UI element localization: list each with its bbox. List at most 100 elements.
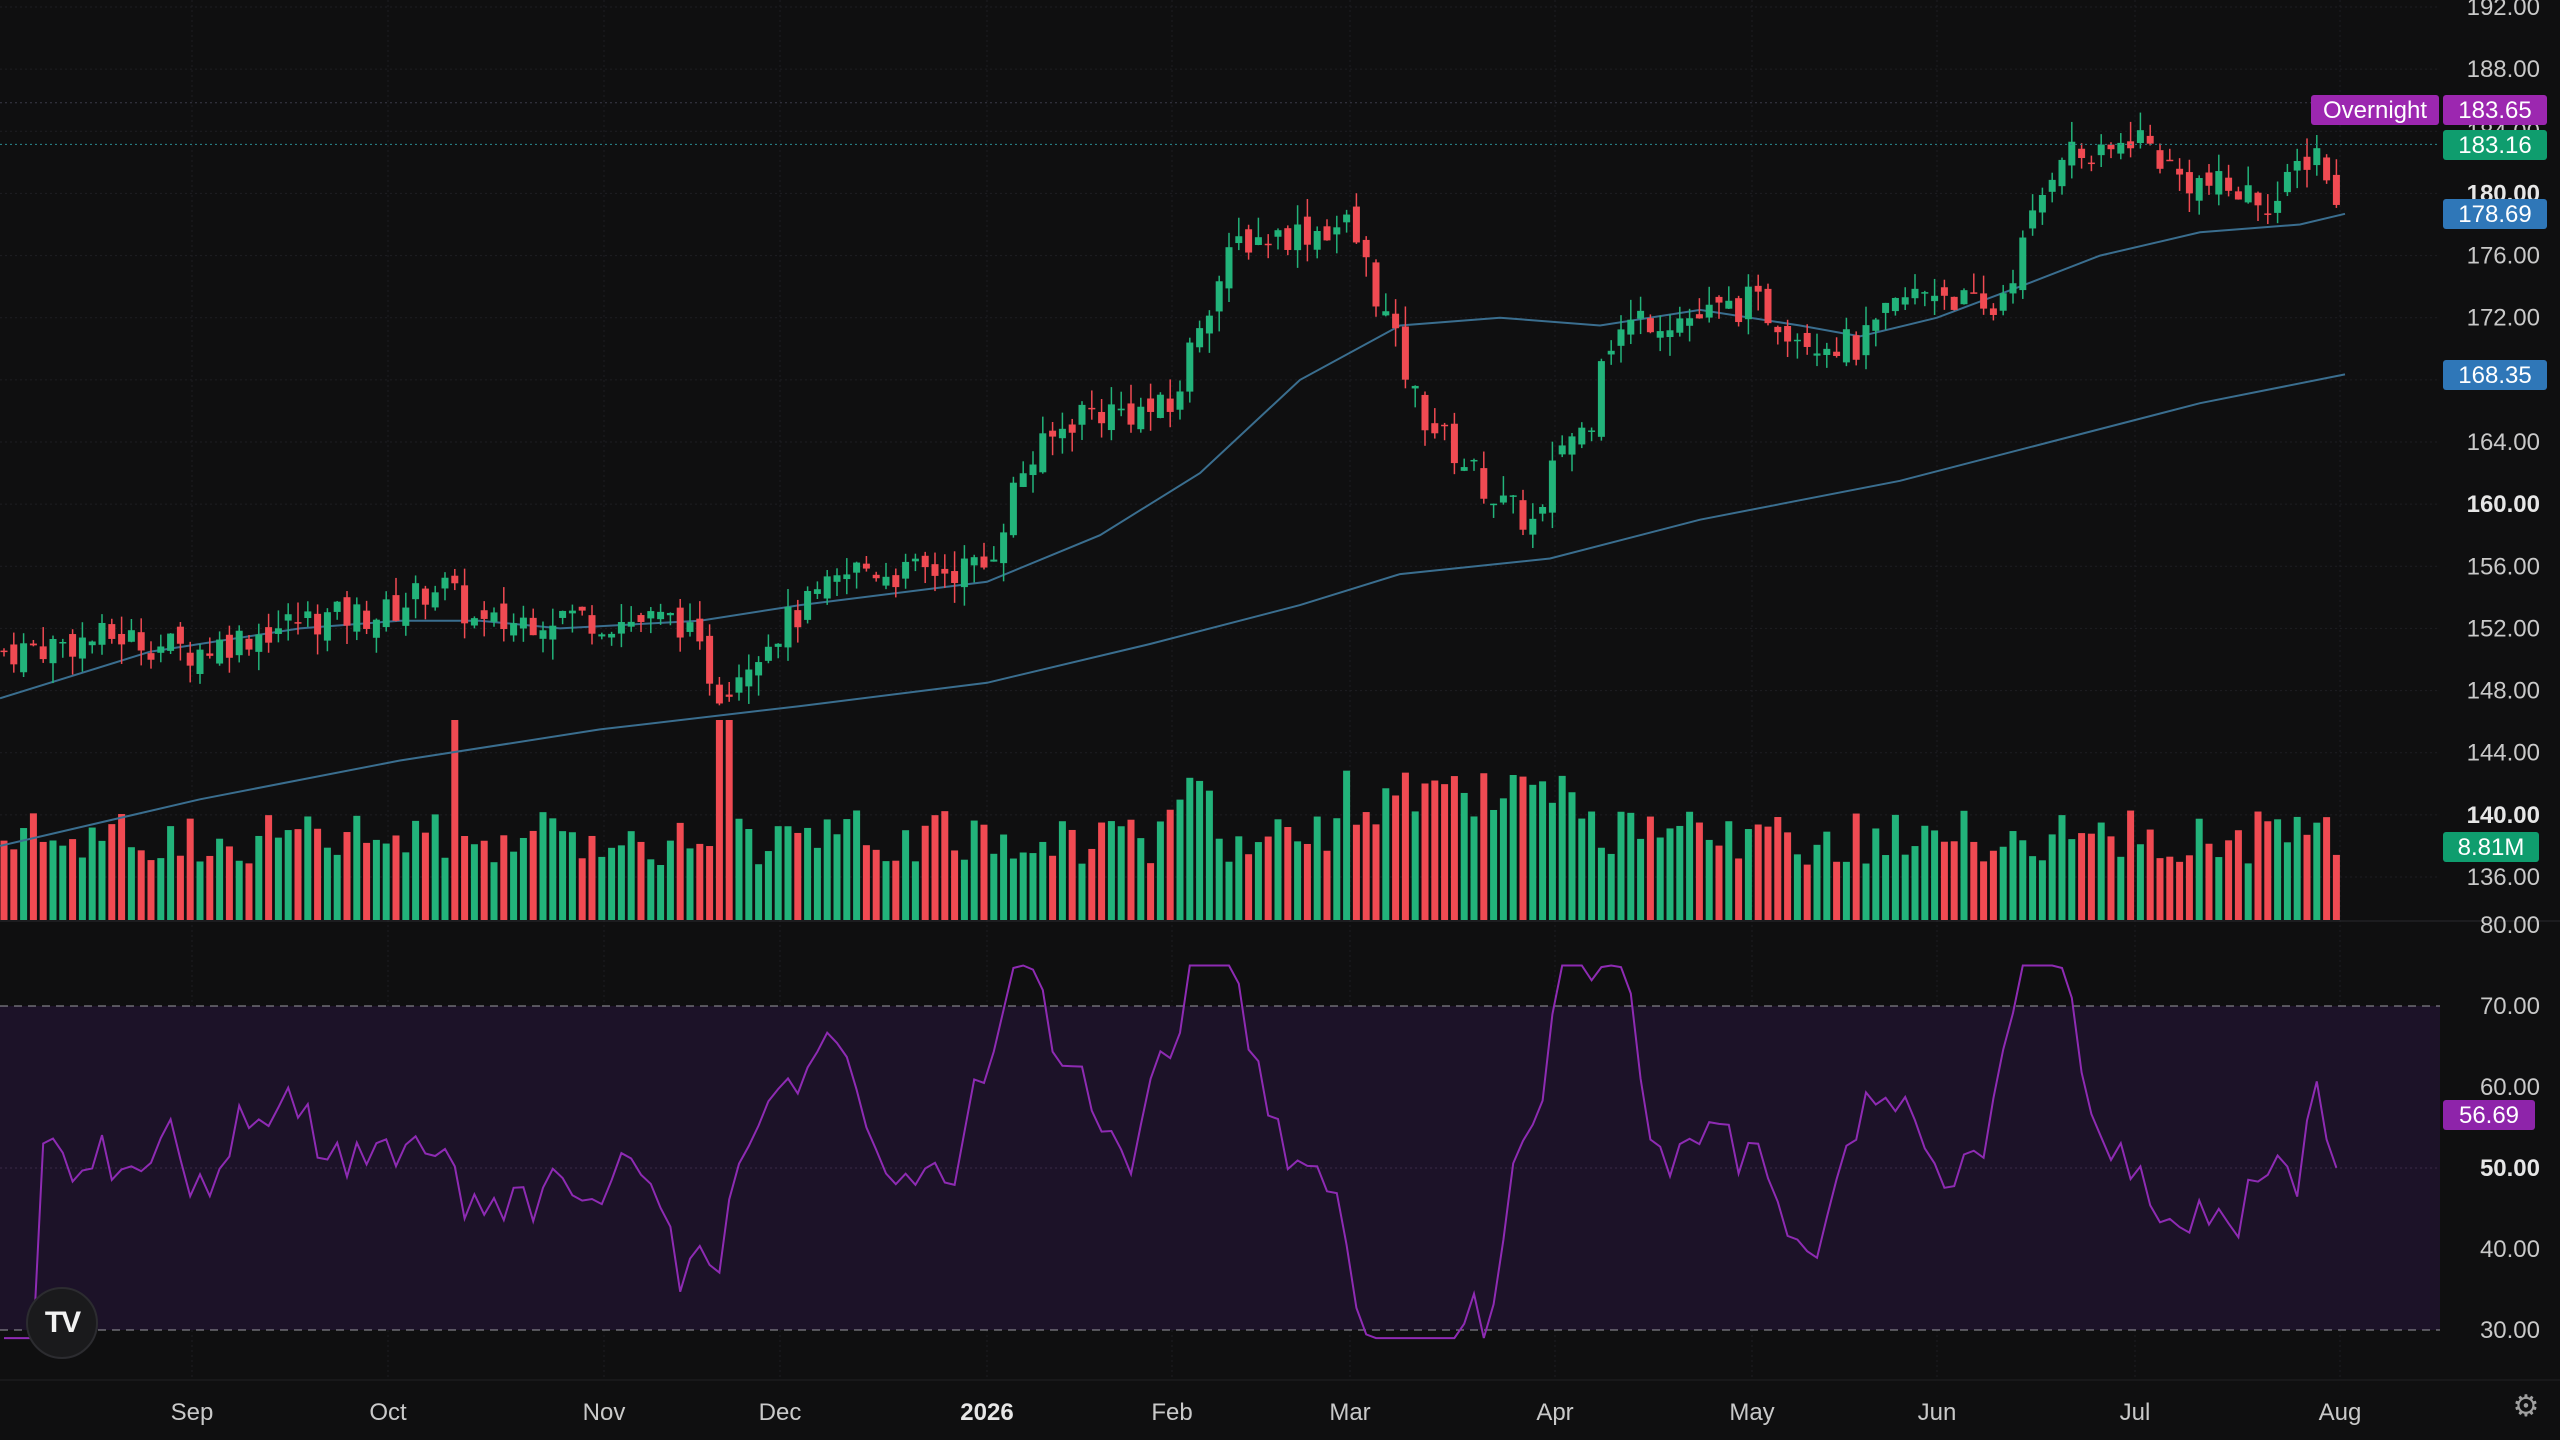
candle-body bbox=[1754, 285, 1762, 292]
candle-body bbox=[392, 595, 400, 621]
candle-body bbox=[510, 623, 518, 636]
candle-body bbox=[314, 613, 322, 635]
volume-bar bbox=[1382, 788, 1390, 920]
time-tick-label: Dec bbox=[759, 1399, 802, 1426]
volume-bar bbox=[1068, 829, 1076, 920]
volume-bar bbox=[1656, 837, 1664, 920]
volume-bar bbox=[2019, 840, 2027, 920]
volume-bar bbox=[2048, 834, 2056, 920]
volume-bar bbox=[1176, 799, 1184, 920]
price-tags: Overnight 183.65 183.16 178.69 168.35 8.81M 56… bbox=[0, 95, 2547, 1130]
candle-body bbox=[1813, 353, 1821, 356]
volume-bar bbox=[382, 843, 390, 920]
volume-bar bbox=[2068, 839, 2076, 920]
candle-body bbox=[1823, 348, 1831, 355]
candle-body bbox=[519, 617, 527, 629]
candle-body bbox=[696, 618, 704, 642]
candle-body bbox=[1186, 342, 1194, 392]
candle-body bbox=[853, 562, 861, 573]
volume-bar bbox=[1627, 812, 1635, 920]
volume-bar bbox=[206, 855, 214, 920]
gear-icon[interactable]: ⚙ bbox=[2512, 1389, 2540, 1423]
candle-body bbox=[1999, 293, 2007, 311]
volume-bar bbox=[1666, 828, 1674, 920]
volume-bar bbox=[1029, 853, 1037, 920]
candle-body bbox=[1470, 459, 1478, 462]
rsi-tag: 56.69 bbox=[2459, 1102, 2519, 1129]
rsi-tick-label: 60.00 bbox=[2480, 1074, 2540, 1101]
rsi-axis[interactable]: 80.00 70.00 60.00 50.00 40.00 30.00 bbox=[2480, 912, 2540, 1344]
candle-body bbox=[1333, 227, 1341, 235]
volume-bar bbox=[1313, 816, 1321, 920]
candle-body bbox=[1509, 495, 1517, 497]
volume-bar bbox=[441, 857, 449, 920]
candle-body bbox=[2303, 156, 2311, 170]
candle-body bbox=[1284, 228, 1292, 250]
volume-bar bbox=[666, 840, 674, 920]
last-price-tag-bg bbox=[2443, 130, 2547, 160]
volume-bar bbox=[1460, 792, 1468, 920]
candle-body bbox=[1666, 330, 1674, 338]
volume-bar bbox=[1156, 821, 1164, 920]
time-tick-label: 2026 bbox=[960, 1399, 1013, 1426]
candle-body bbox=[1970, 292, 1978, 294]
candle-body bbox=[186, 652, 194, 666]
candle-body bbox=[1401, 326, 1409, 380]
volume-bar bbox=[421, 832, 429, 920]
volume-bar bbox=[902, 830, 910, 920]
candle-body bbox=[833, 575, 841, 582]
time-axis[interactable]: Sep Oct Nov Dec 2026 Feb Mar Apr May Jun Jul Aug bbox=[0, 1379, 2560, 1426]
volume-bar bbox=[1303, 843, 1311, 920]
volume-bar bbox=[343, 832, 351, 920]
volume-bar bbox=[2176, 861, 2184, 920]
volume-bar bbox=[1000, 834, 1008, 920]
rsi-tick-label: 50.00 bbox=[2480, 1155, 2540, 1182]
volume-bar bbox=[1019, 852, 1027, 920]
volume-bar bbox=[774, 826, 782, 920]
volume-bar bbox=[353, 815, 361, 920]
volume-bar bbox=[1725, 821, 1733, 920]
tradingview-logo-icon[interactable]: TV bbox=[26, 1287, 98, 1359]
volume-bar bbox=[2038, 860, 2046, 920]
candle-body bbox=[1637, 310, 1645, 319]
overnight-label-tag-bg bbox=[2311, 95, 2439, 125]
candle-body bbox=[1098, 411, 1106, 424]
candle-body bbox=[745, 669, 753, 687]
candle-body bbox=[470, 618, 478, 626]
candle-body bbox=[216, 639, 224, 664]
volume-bar bbox=[2058, 815, 2066, 920]
volume-bar bbox=[872, 849, 880, 920]
volume-bar bbox=[88, 827, 96, 920]
candle-body bbox=[0, 650, 8, 653]
candle-body bbox=[333, 601, 341, 612]
candle-body bbox=[1901, 297, 1909, 305]
candle-body bbox=[2234, 191, 2242, 200]
candle-body bbox=[941, 568, 949, 574]
candle-body bbox=[147, 653, 155, 660]
price-tick-label: 188.00 bbox=[2467, 56, 2540, 83]
volume-bar bbox=[2293, 816, 2301, 920]
candle-body bbox=[1303, 216, 1311, 245]
volume-bar bbox=[314, 828, 322, 920]
candle-body bbox=[902, 561, 910, 579]
candle-body bbox=[588, 615, 596, 634]
volume-bar bbox=[196, 861, 204, 920]
volume-bar bbox=[1343, 770, 1351, 920]
rsi-tag-bg bbox=[2443, 1100, 2535, 1130]
volume-bar bbox=[1147, 863, 1155, 920]
volume-bar bbox=[2332, 854, 2340, 920]
volume-bar bbox=[1264, 836, 1272, 920]
volume-bar bbox=[1401, 772, 1409, 920]
volume-bar bbox=[725, 720, 733, 920]
volume-bar bbox=[931, 815, 939, 920]
volume-bar bbox=[529, 830, 537, 920]
time-tick-label: Jun bbox=[1918, 1399, 1957, 1426]
price-tick-label: 136.00 bbox=[2467, 864, 2540, 891]
candle-body bbox=[1980, 293, 1988, 309]
candle-body bbox=[1617, 329, 1625, 346]
volume-bar bbox=[843, 819, 851, 920]
volume-bar bbox=[1793, 854, 1801, 920]
volume-bar bbox=[990, 853, 998, 920]
candle-body bbox=[1313, 230, 1321, 250]
